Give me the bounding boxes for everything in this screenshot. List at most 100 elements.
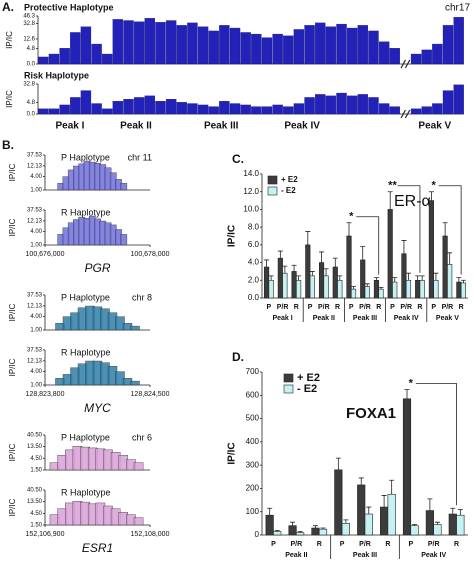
bar (273, 531, 282, 536)
bar (240, 104, 251, 115)
bar (133, 462, 144, 471)
bar (315, 94, 326, 115)
y-axis-label: IP/IC (227, 225, 238, 247)
bar (272, 104, 283, 115)
group-label: Peak IV (421, 552, 446, 559)
bar (387, 493, 396, 536)
y-tick-label: 1.00 (30, 383, 42, 389)
x-tick-label: R (317, 541, 322, 548)
y-tick-label: 600 (246, 390, 260, 399)
error-bar (412, 524, 418, 526)
bar (130, 325, 140, 331)
peak-label: Peak I (55, 121, 84, 132)
error-bar (433, 272, 439, 281)
bar (282, 272, 288, 299)
bar (346, 235, 352, 299)
y-tick-label: 12.13 (27, 163, 43, 169)
chart-title: ER-α (394, 193, 431, 210)
x-tick-label: P (349, 304, 354, 311)
y-tick-label: 1.50 (30, 468, 42, 474)
bar (59, 48, 70, 65)
y-tick-label: 4.00 (30, 229, 42, 235)
x-tick-label: R (294, 304, 299, 311)
panel-label: A. (2, 0, 14, 14)
y-axis-label: IP/IC (8, 443, 17, 461)
bar (296, 532, 305, 536)
bar (323, 275, 329, 299)
x-tick-label: R (335, 304, 340, 311)
x-tick-label: 100,676,000 (26, 251, 65, 258)
error-bar (267, 507, 273, 516)
bar (305, 244, 311, 299)
x-tick-label: P (431, 304, 436, 311)
group-label: Peak III (353, 552, 377, 559)
track-title: R Haplotype (61, 207, 111, 217)
y-tick-label: 6.0 (248, 240, 260, 249)
legend-label: - E2 (297, 383, 317, 395)
significance-mark: * (432, 180, 437, 192)
bar (91, 43, 102, 65)
y-tick-label: 37.53 (27, 208, 43, 214)
y-tick-label: 1.00 (30, 188, 42, 194)
bar (453, 84, 464, 115)
error-bar (335, 457, 341, 470)
bar (176, 25, 187, 65)
bar (357, 484, 366, 536)
bar (80, 26, 92, 65)
error-bar (457, 508, 463, 516)
x-tick-label: P (308, 304, 313, 311)
y-tick-label: 40.50 (27, 488, 43, 494)
bar (448, 513, 457, 536)
error-bar (346, 222, 352, 236)
bar (318, 262, 325, 299)
y-tick-label: 4.8 (27, 46, 36, 52)
x-tick-label: P (271, 541, 276, 548)
chromosome-label: chr 6 (132, 432, 152, 442)
peak-label: Peak V (418, 121, 451, 132)
bar (442, 25, 454, 65)
legend-label: + E2 (281, 175, 298, 184)
gene-label: MYC (84, 401, 111, 415)
bar (112, 101, 124, 115)
bar (112, 19, 124, 65)
y-tick-label: 2.0 (248, 275, 260, 284)
error-bar (264, 259, 270, 267)
x-tick-label: P/R (359, 541, 371, 548)
chromosome-label: chr 11 (128, 152, 152, 162)
significance-bracket (415, 383, 457, 506)
track-title: Protective Haplotype (24, 2, 114, 12)
bar (283, 35, 294, 65)
y-tick-label: 12.13 (27, 218, 43, 224)
bar (283, 106, 294, 115)
chromosome-label: chr17 (445, 3, 470, 14)
y-tick-label: 4.0 (248, 258, 260, 267)
bar (389, 106, 400, 115)
bar (410, 108, 422, 115)
bar (155, 22, 166, 65)
bar (456, 281, 462, 299)
error-bar (268, 275, 274, 281)
y-axis-label: IP/IC (227, 442, 238, 464)
y-tick-label: 400 (246, 437, 260, 446)
bar (378, 288, 384, 299)
bar (133, 517, 144, 526)
bar (123, 20, 134, 65)
bar (368, 30, 379, 65)
group-label: Peak V (436, 315, 459, 322)
bar (48, 53, 60, 65)
error-bar (419, 275, 425, 281)
bar (311, 527, 320, 536)
y-tick-label: 4.00 (30, 174, 42, 180)
bar (421, 49, 432, 65)
y-tick-label: 0.0 (27, 62, 36, 68)
error-bar (364, 283, 370, 287)
bar (293, 103, 305, 115)
bar (296, 279, 302, 299)
track-title: P Haplotype (61, 432, 110, 442)
y-tick-label: 13.50 (27, 499, 43, 505)
x-tick-label: R (459, 304, 464, 311)
x-tick-label: 152,108,000 (131, 531, 170, 538)
y-tick-label: 0.0 (248, 293, 260, 302)
bar (364, 286, 370, 299)
